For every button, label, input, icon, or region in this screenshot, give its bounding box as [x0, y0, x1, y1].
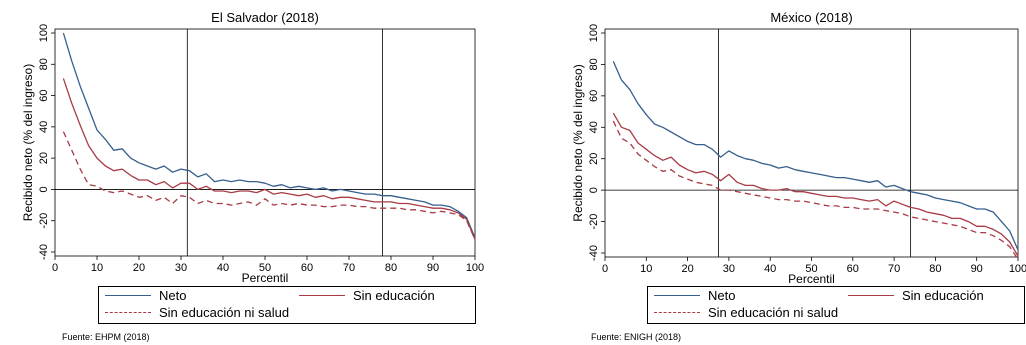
legend-item-sin-educacion: Sin educación — [299, 288, 435, 303]
y-tick-label: 40 — [588, 121, 600, 133]
x-tick-label: 70 — [343, 262, 355, 274]
x-tick-label: 50 — [805, 263, 817, 275]
chart-panel-mexico: México (2018) 0 10 20 30 40 50 60 70 80 90 100 Perce… — [513, 0, 1026, 345]
y-tick-label: 80 — [588, 58, 600, 70]
series-line-sin-educacion — [612, 112, 1019, 257]
x-tick-label: 100 — [466, 262, 484, 274]
y-tick-label: -40 — [38, 244, 50, 260]
x-tick-label: 10 — [640, 263, 652, 275]
x-tick-label: 90 — [971, 263, 983, 275]
legend-label-sin-educacion-ni-salud: Sin educación ni salud — [159, 305, 290, 320]
x-tick-label: 50 — [259, 262, 271, 274]
x-tick-label: 20 — [681, 263, 693, 275]
x-tick-label: 0 — [52, 262, 58, 274]
legend-label-neto: Neto — [708, 288, 736, 303]
y-tick-label: 40 — [38, 121, 50, 133]
y-tick-label: -40 — [588, 245, 600, 261]
x-tick-label: 10 — [91, 262, 103, 274]
source-note-mexico: Fuente: ENIGH (2018) — [591, 332, 682, 342]
plot-frame — [54, 28, 476, 257]
x-tick-label: 30 — [175, 262, 187, 274]
legend-item-sin-educacion-ni-salud: Sin educación ni salud — [105, 305, 289, 320]
series-line-neto — [62, 32, 476, 239]
y-tick-label: 60 — [38, 89, 50, 101]
legend-label-sin-educacion: Sin educación — [353, 288, 435, 303]
x-tick-label: 60 — [847, 263, 859, 275]
legend-label-sin-educacion: Sin educación — [902, 288, 984, 303]
legend-swatch-sin-educacion — [299, 295, 345, 296]
y-axis-label: Recibido neto (% del ingreso) — [21, 64, 35, 221]
legend-swatch-sin-educacion-ni-salud — [654, 312, 700, 313]
legend-swatch-neto — [654, 295, 700, 296]
y-tick-label: 0 — [588, 187, 600, 193]
x-axis-label: Percentil — [242, 271, 289, 285]
chart-panel-el-salvador: El Salvador (2018) 0 10 20 30 40 50 60 70 80 90 100… — [21, 10, 484, 342]
series-line-sin-educacion-ni-salud — [612, 120, 1019, 260]
x-tick-label: 70 — [888, 263, 900, 275]
y-tick-label: 20 — [588, 153, 600, 165]
x-tick-label: 80 — [929, 263, 941, 275]
x-tick-label: 0 — [602, 263, 608, 275]
chart-title: México (2018) — [770, 10, 852, 25]
y-tick-label: 80 — [38, 58, 50, 70]
legend-item-neto: Neto — [654, 288, 735, 303]
y-tick-label: 60 — [588, 90, 600, 102]
legend-item-neto: Neto — [105, 288, 186, 303]
x-tick-label: 40 — [764, 263, 776, 275]
x-tick-label: 90 — [427, 262, 439, 274]
x-tick-label: 40 — [217, 262, 229, 274]
x-tick-label: 60 — [301, 262, 313, 274]
series-line-sin-educacion — [62, 78, 476, 240]
y-tick-label: 0 — [38, 186, 50, 192]
y-tick-label: -20 — [38, 213, 50, 229]
series-line-neto — [612, 61, 1019, 251]
series-line-sin-educacion-ni-salud — [62, 131, 476, 240]
legend-swatch-sin-educacion-ni-salud — [105, 312, 151, 313]
legend-label-neto: Neto — [159, 288, 187, 303]
x-tick-label: 100 — [1009, 263, 1026, 275]
y-tick-label: 100 — [38, 24, 50, 42]
chart-svg-mexico: México (2018) 0 10 20 30 40 50 60 70 80 90 100 Perce… — [571, 10, 1026, 286]
y-axis-label: Recibido neto (% del ingreso) — [571, 64, 585, 221]
x-axis-label: Percentil — [788, 272, 835, 286]
y-tick-label: 100 — [588, 24, 600, 42]
plot-frame — [604, 28, 1019, 258]
legend-swatch-sin-educacion — [848, 295, 894, 296]
y-tick-label: 20 — [38, 152, 50, 164]
legend-item-sin-educacion: Sin educación — [848, 288, 984, 303]
source-note-el-salvador: Fuente: EHPM (2018) — [62, 332, 150, 342]
x-tick-label: 20 — [133, 262, 145, 274]
legend-mexico: Neto Sin educación Sin educación ni salu… — [647, 286, 1025, 324]
legend-swatch-neto — [105, 295, 151, 296]
x-tick-label: 30 — [723, 263, 735, 275]
x-tick-label: 80 — [385, 262, 397, 274]
chart-title: El Salvador (2018) — [211, 10, 319, 25]
legend-el-salvador: Neto Sin educación Sin educación ni salu… — [98, 286, 476, 324]
chart-svg-el-salvador: El Salvador (2018) 0 10 20 30 40 50 60 70 80 90 100… — [21, 10, 484, 285]
legend-label-sin-educacion-ni-salud: Sin educación ni salud — [708, 305, 839, 320]
y-tick-label: -20 — [588, 214, 600, 230]
legend-item-sin-educacion-ni-salud: Sin educación ni salud — [654, 305, 838, 320]
